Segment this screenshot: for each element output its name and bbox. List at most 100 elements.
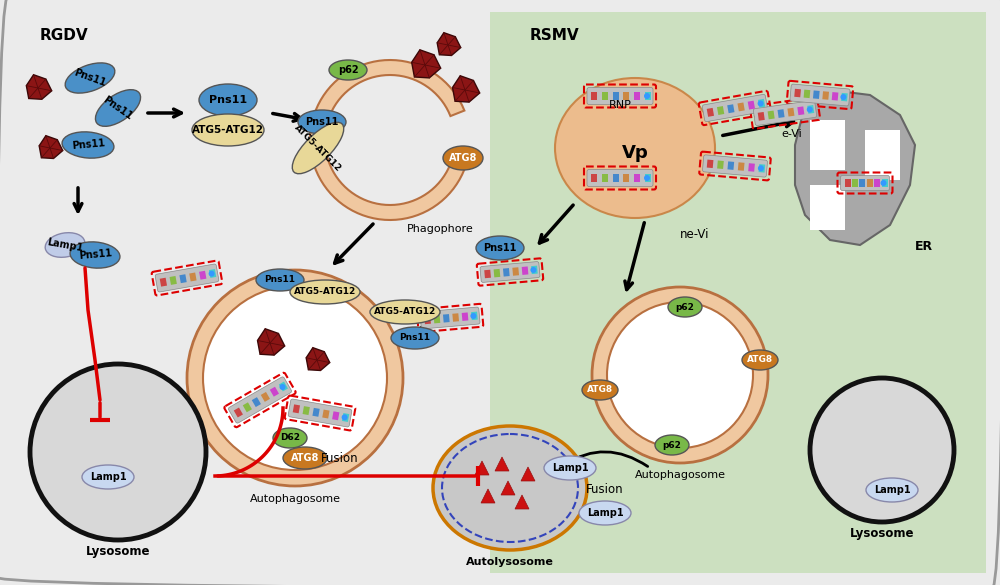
Polygon shape [306, 347, 330, 370]
Ellipse shape [298, 110, 346, 134]
FancyBboxPatch shape [270, 387, 279, 397]
FancyBboxPatch shape [587, 170, 653, 187]
Circle shape [807, 106, 813, 112]
Polygon shape [437, 33, 461, 56]
Text: Lamp1: Lamp1 [587, 508, 623, 518]
FancyBboxPatch shape [737, 102, 745, 111]
Ellipse shape [290, 280, 360, 304]
FancyBboxPatch shape [717, 106, 724, 115]
FancyBboxPatch shape [424, 316, 431, 324]
Text: Pns11: Pns11 [483, 243, 517, 253]
FancyBboxPatch shape [867, 179, 873, 187]
Ellipse shape [370, 300, 440, 324]
Ellipse shape [582, 380, 618, 400]
Text: ATG8: ATG8 [449, 153, 477, 163]
Circle shape [187, 270, 403, 486]
FancyBboxPatch shape [807, 105, 814, 113]
FancyBboxPatch shape [613, 174, 619, 182]
FancyBboxPatch shape [189, 273, 197, 281]
FancyBboxPatch shape [702, 94, 768, 122]
FancyBboxPatch shape [602, 174, 608, 182]
FancyBboxPatch shape [443, 314, 450, 322]
FancyBboxPatch shape [503, 268, 510, 277]
Ellipse shape [199, 84, 257, 116]
Polygon shape [501, 481, 515, 495]
Text: ATG5-ATG12: ATG5-ATG12 [294, 287, 356, 297]
FancyBboxPatch shape [484, 270, 491, 278]
FancyBboxPatch shape [758, 112, 765, 121]
Circle shape [644, 93, 650, 99]
Text: Autophagosome: Autophagosome [635, 470, 726, 480]
Ellipse shape [256, 269, 304, 291]
Text: Autolysosome: Autolysosome [466, 557, 554, 567]
Circle shape [209, 271, 215, 277]
FancyBboxPatch shape [707, 160, 713, 168]
Circle shape [342, 414, 348, 421]
Ellipse shape [866, 478, 918, 502]
Text: Autophagosome: Autophagosome [250, 494, 340, 504]
FancyBboxPatch shape [748, 101, 755, 109]
FancyBboxPatch shape [703, 155, 767, 177]
Polygon shape [412, 50, 441, 78]
Text: Pns11: Pns11 [101, 94, 135, 122]
Ellipse shape [329, 60, 367, 80]
Ellipse shape [579, 501, 631, 525]
Ellipse shape [443, 146, 483, 170]
Polygon shape [39, 136, 63, 159]
Polygon shape [258, 329, 285, 355]
Text: p62: p62 [338, 65, 358, 75]
Polygon shape [810, 120, 845, 170]
Ellipse shape [273, 428, 307, 448]
FancyBboxPatch shape [252, 397, 261, 407]
FancyBboxPatch shape [160, 278, 167, 287]
Text: e-Vi: e-Vi [782, 129, 802, 139]
FancyBboxPatch shape [727, 161, 734, 170]
FancyBboxPatch shape [480, 261, 540, 283]
FancyBboxPatch shape [623, 92, 629, 100]
FancyBboxPatch shape [179, 274, 187, 283]
FancyBboxPatch shape [634, 174, 640, 182]
Ellipse shape [95, 90, 141, 126]
FancyBboxPatch shape [602, 92, 608, 100]
Text: ATG8: ATG8 [291, 453, 319, 463]
FancyBboxPatch shape [623, 174, 629, 182]
FancyBboxPatch shape [758, 99, 765, 108]
Polygon shape [26, 75, 52, 99]
FancyBboxPatch shape [787, 108, 794, 116]
Ellipse shape [62, 132, 114, 158]
FancyBboxPatch shape [768, 111, 775, 119]
Text: Lysosome: Lysosome [850, 527, 914, 540]
FancyBboxPatch shape [844, 179, 850, 187]
Ellipse shape [655, 435, 689, 455]
Circle shape [758, 101, 764, 106]
FancyBboxPatch shape [753, 101, 817, 126]
FancyBboxPatch shape [279, 381, 288, 391]
Text: Lamp1: Lamp1 [46, 237, 84, 253]
FancyBboxPatch shape [797, 106, 804, 115]
Circle shape [470, 313, 476, 319]
FancyBboxPatch shape [209, 269, 216, 278]
FancyBboxPatch shape [645, 92, 651, 100]
Circle shape [530, 267, 536, 273]
Text: Fusion: Fusion [586, 483, 624, 496]
Circle shape [607, 302, 753, 448]
FancyBboxPatch shape [882, 179, 888, 187]
Text: ATG5-ATG12: ATG5-ATG12 [374, 308, 436, 316]
FancyBboxPatch shape [490, 12, 986, 573]
FancyBboxPatch shape [462, 312, 468, 321]
Polygon shape [481, 489, 495, 503]
FancyBboxPatch shape [841, 93, 848, 101]
Text: Lamp1: Lamp1 [90, 472, 126, 482]
Circle shape [758, 166, 764, 171]
FancyBboxPatch shape [170, 276, 177, 285]
FancyBboxPatch shape [804, 90, 810, 98]
Ellipse shape [555, 78, 715, 218]
Ellipse shape [192, 114, 264, 146]
Text: Phagophore: Phagophore [407, 224, 473, 234]
FancyBboxPatch shape [645, 174, 651, 182]
Ellipse shape [391, 327, 439, 349]
FancyBboxPatch shape [813, 91, 820, 99]
FancyBboxPatch shape [794, 89, 801, 97]
Text: ATG8: ATG8 [747, 356, 773, 364]
Text: Pns11: Pns11 [73, 68, 107, 88]
